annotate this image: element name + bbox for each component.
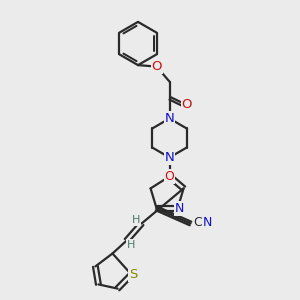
Text: S: S bbox=[129, 268, 137, 281]
Text: N: N bbox=[203, 216, 213, 230]
Text: N: N bbox=[174, 202, 184, 215]
Text: N: N bbox=[165, 112, 174, 125]
Text: C: C bbox=[194, 216, 202, 230]
Text: H: H bbox=[132, 215, 140, 225]
Text: O: O bbox=[181, 98, 192, 112]
Text: O: O bbox=[165, 170, 174, 183]
Text: N: N bbox=[165, 151, 174, 164]
Text: H: H bbox=[127, 240, 135, 250]
Text: O: O bbox=[152, 60, 162, 73]
